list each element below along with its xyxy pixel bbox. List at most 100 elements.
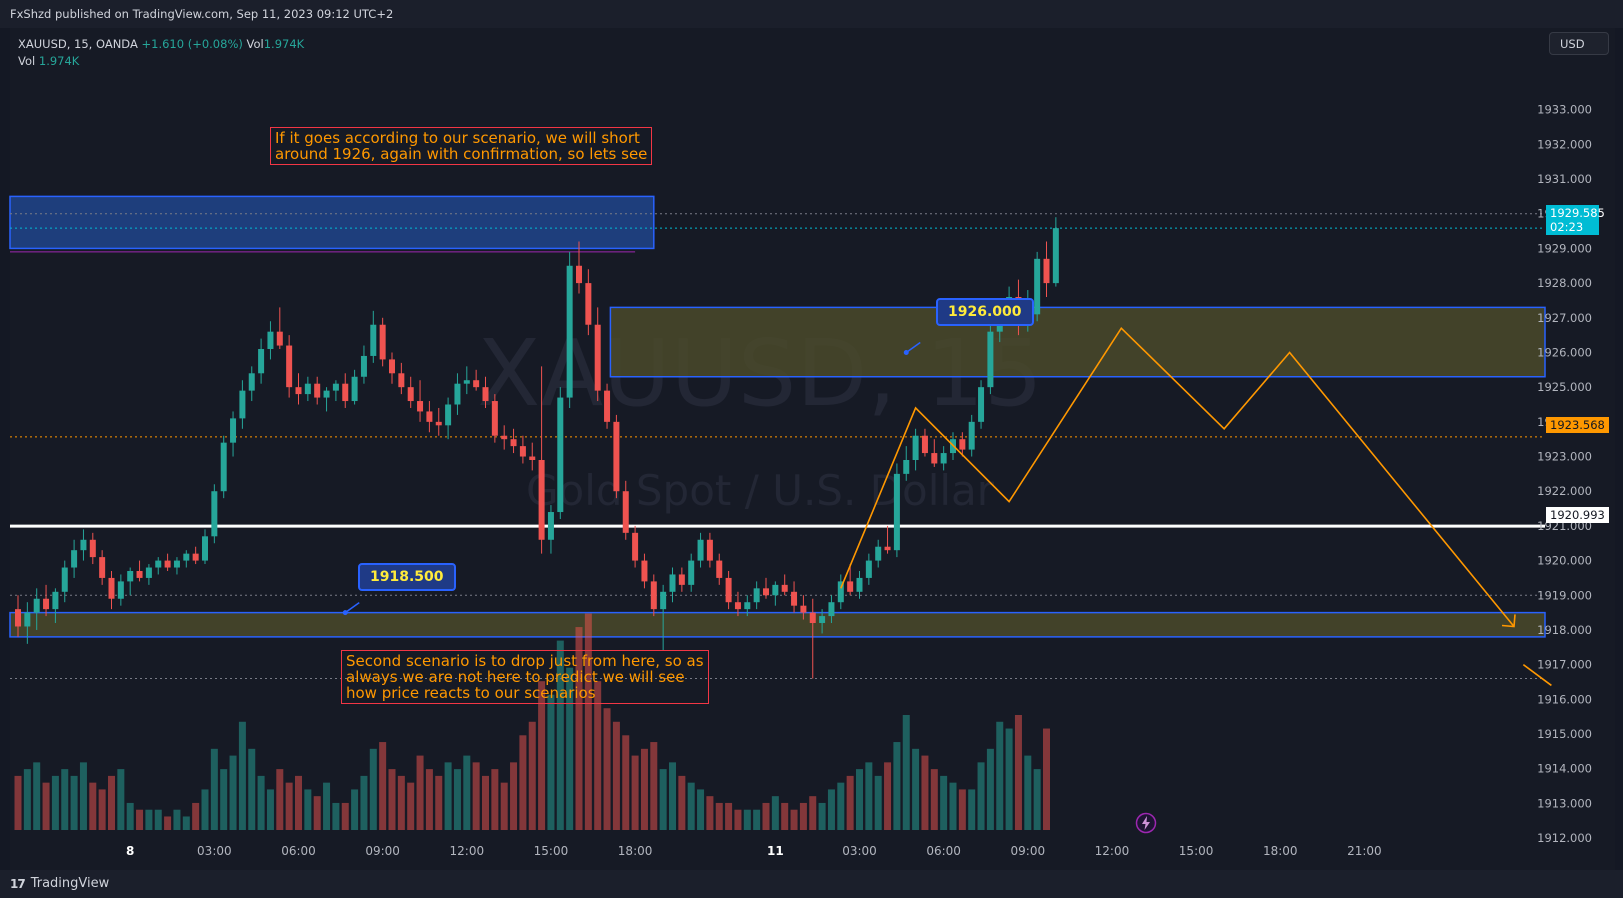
note-bottom[interactable]: Second scenario is to drop just from her… xyxy=(341,650,709,704)
volume-bar xyxy=(631,755,639,830)
volume-bar xyxy=(266,789,274,830)
volume-bar xyxy=(818,802,826,830)
volume-bar xyxy=(276,769,284,830)
legend-row-price: XAUUSD, 15, OANDA +1.610 (+0.08%) Vol1.9… xyxy=(18,36,304,53)
candle xyxy=(155,560,162,568)
candle xyxy=(557,397,564,513)
volume-bar xyxy=(341,802,349,830)
candle xyxy=(482,387,489,402)
candle xyxy=(379,324,386,360)
volume-bar xyxy=(491,769,499,830)
y-axis-tick-label: 1932.000 xyxy=(1537,137,1592,151)
y-axis-tick-label: 1925.000 xyxy=(1537,380,1592,394)
tradingview-brand[interactable]: 17 TradingView xyxy=(10,876,109,891)
candle xyxy=(763,588,769,596)
candle xyxy=(940,453,947,464)
tradingview-logo-icon: 17 xyxy=(10,876,26,891)
volume-bar xyxy=(977,762,985,830)
candle xyxy=(276,331,283,346)
note-top[interactable]: If it goes according to our scenario, we… xyxy=(270,127,653,165)
y-axis-tick-label: 1913.000 xyxy=(1537,796,1592,810)
volume-bar xyxy=(753,809,761,830)
currency-button[interactable]: USD xyxy=(1549,32,1609,55)
candle xyxy=(510,439,517,447)
volume-bar xyxy=(42,782,50,830)
candle xyxy=(660,591,667,610)
scenario-path-2 xyxy=(1522,663,1552,687)
candle xyxy=(61,567,68,592)
callout-1926[interactable]: 1926.000 xyxy=(936,298,1034,326)
x-axis-tick-label: 18:00 xyxy=(618,844,653,858)
volume-bar xyxy=(986,748,994,830)
candle xyxy=(117,581,124,599)
volume-bar xyxy=(725,802,733,830)
callout-1918-5[interactable]: 1918.500 xyxy=(358,563,456,591)
volume-bar xyxy=(154,809,162,830)
candle xyxy=(314,383,321,398)
candle xyxy=(641,560,648,582)
lightning-icon[interactable] xyxy=(1135,812,1157,834)
candle xyxy=(258,349,265,374)
volume-bar xyxy=(397,775,405,830)
volume-bar xyxy=(678,775,686,830)
volume-bar xyxy=(229,755,237,830)
lower-zone xyxy=(9,611,1546,638)
y-axis-tick-label: 1918.000 xyxy=(1537,623,1592,637)
volume-bar xyxy=(603,708,611,830)
volume-bar xyxy=(743,809,751,830)
candle xyxy=(734,602,741,610)
volume-bar xyxy=(257,775,265,830)
volume-bar xyxy=(893,742,901,830)
y-axis-tick-label: 1917.000 xyxy=(1537,658,1592,672)
volume-bar xyxy=(556,640,564,830)
candle xyxy=(538,460,545,540)
chart-legend: XAUUSD, 15, OANDA +1.610 (+0.08%) Vol1.9… xyxy=(18,36,304,70)
y-axis-tick-label: 1915.000 xyxy=(1537,727,1592,741)
volume-bar xyxy=(407,782,415,830)
volume-bar xyxy=(1005,728,1013,830)
candle xyxy=(678,574,685,585)
volume-bar xyxy=(566,667,574,830)
bar-countdown: 02:23 xyxy=(1550,220,1584,234)
y-axis-tick-label: 1933.000 xyxy=(1537,103,1592,117)
candle xyxy=(52,591,59,610)
legend-symbol: XAUUSD, 15, OANDA xyxy=(18,37,138,51)
y-axis-tick-label: 1912.000 xyxy=(1537,831,1592,845)
candle xyxy=(959,439,966,450)
x-axis-tick-label: 09:00 xyxy=(1011,844,1046,858)
x-axis-tick-label: 06:00 xyxy=(926,844,961,858)
candle xyxy=(669,574,676,592)
candle xyxy=(164,560,171,568)
volume-bar xyxy=(210,748,218,830)
candle xyxy=(547,512,554,540)
last-price-tag: 1929.585 02:23 xyxy=(1546,205,1605,235)
y-axis-tick-label: 1929.000 xyxy=(1537,241,1592,255)
x-axis-tick-label: 03:00 xyxy=(842,844,877,858)
candle xyxy=(1043,258,1050,284)
volume-bar xyxy=(715,802,723,830)
candle xyxy=(145,567,152,578)
candle xyxy=(576,265,582,284)
candle xyxy=(332,383,339,391)
candle xyxy=(323,390,330,398)
candle xyxy=(585,283,592,325)
candle xyxy=(903,460,910,474)
tradingview-brand-label: TradingView xyxy=(30,876,110,891)
candle xyxy=(202,536,208,561)
y-axis-tick-label: 1916.000 xyxy=(1537,692,1592,706)
volume-bar xyxy=(89,782,97,830)
volume-bar xyxy=(958,789,966,830)
candle xyxy=(127,570,134,582)
volume-bar xyxy=(51,775,59,830)
orange-level-tag: 1923.568 xyxy=(1546,417,1609,433)
volume-bar xyxy=(482,775,489,830)
candle xyxy=(99,557,106,578)
x-axis-tick-label: 12:00 xyxy=(1095,844,1130,858)
volume-bar xyxy=(538,681,546,830)
chart-area[interactable] xyxy=(10,28,1615,870)
candle xyxy=(295,387,302,395)
volume-bar xyxy=(500,782,508,830)
candle xyxy=(837,581,844,603)
candle xyxy=(239,390,246,419)
